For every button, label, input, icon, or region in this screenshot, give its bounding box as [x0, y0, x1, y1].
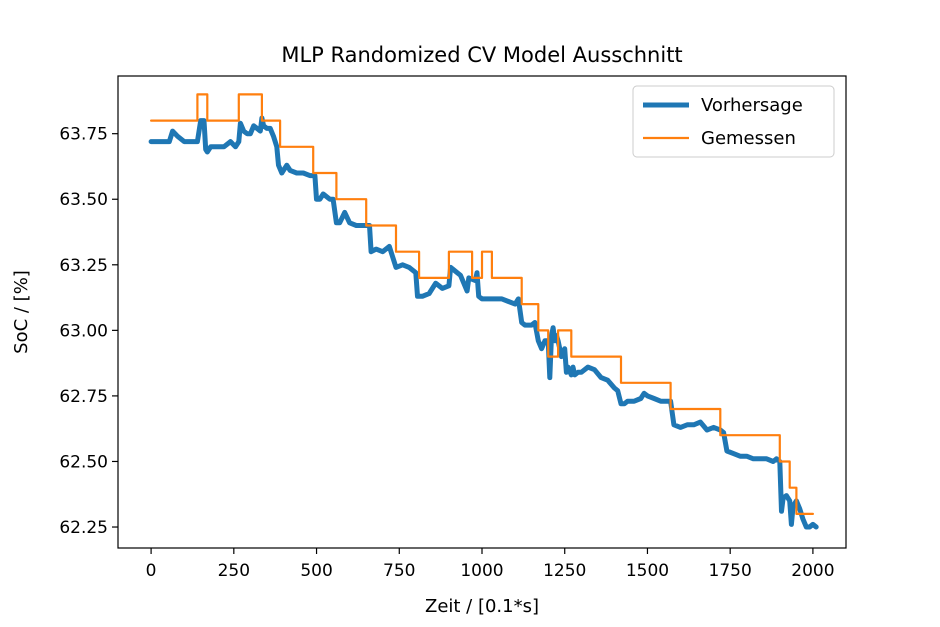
series-layer: [148, 93, 819, 530]
x-tick-label: 250: [218, 561, 250, 581]
legend: Vorhersage Gemessen: [632, 85, 835, 158]
x-tick-label: 1500: [626, 561, 669, 581]
legend-label-gemessen: Gemessen: [701, 128, 796, 149]
legend-label-vorhersage: Vorhersage: [701, 95, 803, 116]
x-tick-label: 750: [383, 561, 415, 581]
x-axis-label: Zeit / [0.1*s]: [425, 596, 539, 617]
series-line-gemessen: [150, 93, 815, 516]
y-tick-label: 62.25: [59, 518, 108, 538]
x-tick-label: 2000: [791, 561, 834, 581]
x-tick-label: 1000: [460, 561, 503, 581]
x-axis: 0 250 500 750 1000 1250 1500 1750 2000: [146, 548, 835, 581]
y-tick-label: 63.50: [59, 190, 108, 210]
series-line-vorhersage: [148, 115, 819, 530]
x-tick-label: 1750: [709, 561, 752, 581]
y-tick-label: 62.50: [59, 452, 108, 472]
y-tick-label: 62.75: [59, 387, 108, 407]
x-tick-label: 0: [146, 561, 157, 581]
y-axis-label: SoC / [%]: [11, 270, 32, 354]
y-tick-label: 63.75: [59, 125, 108, 145]
chart-title: MLP Randomized CV Model Ausschnitt: [281, 43, 682, 67]
y-tick-label: 63.25: [59, 256, 108, 276]
y-axis: 62.25 62.50 62.75 63.00 63.25 63.50 63.75: [59, 125, 118, 538]
x-tick-label: 500: [300, 561, 332, 581]
y-tick-label: 63.00: [59, 321, 108, 341]
x-tick-label: 1250: [543, 561, 586, 581]
